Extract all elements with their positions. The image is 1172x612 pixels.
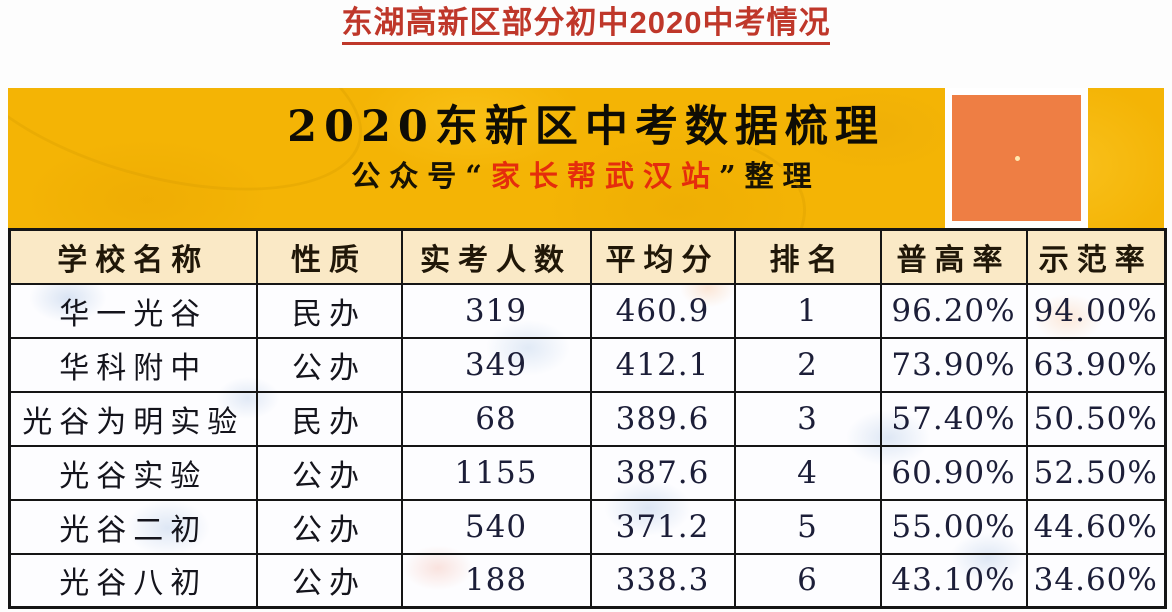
table-row: 华科附中 公办 349 412.1 2 73.90% 63.90% xyxy=(8,336,1167,393)
banner-title: 2020东新区中考数据梳理 xyxy=(287,102,885,152)
cell-type: 民办 xyxy=(255,390,403,447)
cell-school: 光谷为明实验 xyxy=(8,390,258,447)
cell-average: 371.2 xyxy=(589,498,736,555)
cell-examinees: 68 xyxy=(400,390,592,447)
col-header-average: 平均分 xyxy=(589,228,736,285)
cell-average: 389.6 xyxy=(589,390,736,447)
table-row: 光谷八初 公办 188 338.3 6 43.10% 34.60% xyxy=(8,552,1167,609)
cell-average: 412.1 xyxy=(589,336,736,393)
cell-highschool-rate: 55.00% xyxy=(879,498,1028,555)
exam-results-table-wrap: 学校名称 性质 实考人数 平均分 排名 普高率 示范率 华一光谷 民办 319 … xyxy=(8,228,1167,609)
cell-school: 光谷八初 xyxy=(8,552,258,609)
banner: 2020东新区中考数据梳理 公众号“家长帮武汉站”整理 xyxy=(8,88,1164,228)
col-header-rank: 排名 xyxy=(733,228,882,285)
cell-school: 华一光谷 xyxy=(8,282,258,339)
table-row: 光谷实验 公办 1155 387.6 4 60.90% 52.50% xyxy=(8,444,1167,501)
cell-examinees: 349 xyxy=(400,336,592,393)
cell-average: 460.9 xyxy=(589,282,736,339)
cell-rank: 4 xyxy=(733,444,882,501)
cell-demo-rate: 94.00% xyxy=(1025,282,1167,339)
orange-cover-block xyxy=(945,88,1088,228)
cell-average: 387.6 xyxy=(589,444,736,501)
table-row: 光谷二初 公办 540 371.2 5 55.00% 44.60% xyxy=(8,498,1167,555)
cell-rank: 6 xyxy=(733,552,882,609)
cell-type: 民办 xyxy=(255,282,403,339)
banner-subtitle-suffix: ”整理 xyxy=(719,158,821,193)
cell-examinees: 188 xyxy=(400,552,592,609)
table-header-row: 学校名称 性质 实考人数 平均分 排名 普高率 示范率 xyxy=(8,228,1167,285)
cell-demo-rate: 52.50% xyxy=(1025,444,1167,501)
cell-type: 公办 xyxy=(255,336,403,393)
col-header-examinees: 实考人数 xyxy=(400,228,592,285)
cell-type: 公办 xyxy=(255,552,403,609)
col-header-school: 学校名称 xyxy=(8,228,258,285)
cell-type: 公办 xyxy=(255,498,403,555)
cell-demo-rate: 50.50% xyxy=(1025,390,1167,447)
col-header-type: 性质 xyxy=(255,228,403,285)
cell-type: 公办 xyxy=(255,444,403,501)
banner-subtitle-highlight: 家长帮武汉站 xyxy=(490,158,719,193)
cell-school: 华科附中 xyxy=(8,336,258,393)
table-row: 光谷为明实验 民办 68 389.6 3 57.40% 50.50% xyxy=(8,390,1167,447)
cell-rank: 2 xyxy=(733,336,882,393)
cell-demo-rate: 34.60% xyxy=(1025,552,1167,609)
col-header-demo-rate: 示范率 xyxy=(1025,228,1167,285)
page-title: 东湖高新区部分初中2020中考情况 xyxy=(341,5,831,46)
cell-school: 光谷实验 xyxy=(8,444,258,501)
cell-highschool-rate: 43.10% xyxy=(879,552,1028,609)
cover-dot xyxy=(1014,156,1020,161)
cell-examinees: 540 xyxy=(400,498,592,555)
cell-rank: 1 xyxy=(733,282,882,339)
cell-demo-rate: 44.60% xyxy=(1025,498,1167,555)
col-header-highschool-rate: 普高率 xyxy=(879,228,1028,285)
cell-highschool-rate: 73.90% xyxy=(879,336,1028,393)
cell-rank: 5 xyxy=(733,498,882,555)
cell-examinees: 319 xyxy=(400,282,592,339)
exam-results-table: 学校名称 性质 实考人数 平均分 排名 普高率 示范率 华一光谷 民办 319 … xyxy=(8,228,1167,609)
cell-highschool-rate: 96.20% xyxy=(879,282,1028,339)
cell-highschool-rate: 57.40% xyxy=(879,390,1028,447)
cell-demo-rate: 63.90% xyxy=(1025,336,1167,393)
table-row: 华一光谷 民办 319 460.9 1 96.20% 94.00% xyxy=(8,282,1167,339)
cell-highschool-rate: 60.90% xyxy=(879,444,1028,501)
cell-rank: 3 xyxy=(733,390,882,447)
page-title-wrap: 东湖高新区部分初中2020中考情况 xyxy=(0,5,1172,46)
banner-subtitle: 公众号“家长帮武汉站”整理 xyxy=(8,159,1164,194)
cell-school: 光谷二初 xyxy=(8,498,258,555)
cell-examinees: 1155 xyxy=(400,444,592,501)
cell-average: 338.3 xyxy=(589,552,736,609)
banner-subtitle-prefix: 公众号“ xyxy=(351,158,491,193)
